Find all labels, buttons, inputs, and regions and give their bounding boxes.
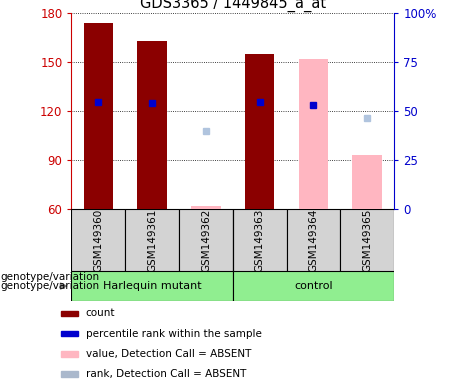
Bar bbox=[353, 156, 382, 209]
Text: rank, Detection Call = ABSENT: rank, Detection Call = ABSENT bbox=[86, 369, 246, 379]
Text: genotype/variation: genotype/variation bbox=[0, 281, 99, 291]
Text: control: control bbox=[294, 281, 333, 291]
Text: genotype/variation: genotype/variation bbox=[0, 272, 99, 282]
Text: GSM149364: GSM149364 bbox=[308, 208, 319, 272]
Bar bbox=[125, 209, 179, 271]
Bar bbox=[61, 331, 78, 336]
Text: GSM149361: GSM149361 bbox=[147, 208, 157, 272]
Text: Harlequin mutant: Harlequin mutant bbox=[103, 281, 201, 291]
Bar bbox=[83, 23, 113, 209]
Bar bbox=[233, 271, 394, 301]
Text: percentile rank within the sample: percentile rank within the sample bbox=[86, 329, 261, 339]
Bar bbox=[245, 54, 274, 209]
Bar bbox=[340, 209, 394, 271]
Text: GSM149362: GSM149362 bbox=[201, 208, 211, 272]
Bar bbox=[61, 351, 78, 357]
Text: GSM149365: GSM149365 bbox=[362, 208, 372, 272]
Bar bbox=[61, 311, 78, 316]
Bar bbox=[71, 209, 125, 271]
Text: value, Detection Call = ABSENT: value, Detection Call = ABSENT bbox=[86, 349, 251, 359]
Bar bbox=[137, 41, 167, 209]
Bar bbox=[299, 59, 328, 209]
Bar bbox=[71, 271, 233, 301]
Text: GSM149363: GSM149363 bbox=[254, 208, 265, 272]
Bar bbox=[233, 209, 287, 271]
Text: count: count bbox=[86, 308, 115, 318]
Bar bbox=[287, 209, 340, 271]
Text: GSM149360: GSM149360 bbox=[93, 209, 103, 271]
Title: GDS3365 / 1449845_a_at: GDS3365 / 1449845_a_at bbox=[140, 0, 326, 12]
Bar bbox=[191, 206, 221, 209]
Bar bbox=[179, 209, 233, 271]
Bar bbox=[61, 371, 78, 377]
